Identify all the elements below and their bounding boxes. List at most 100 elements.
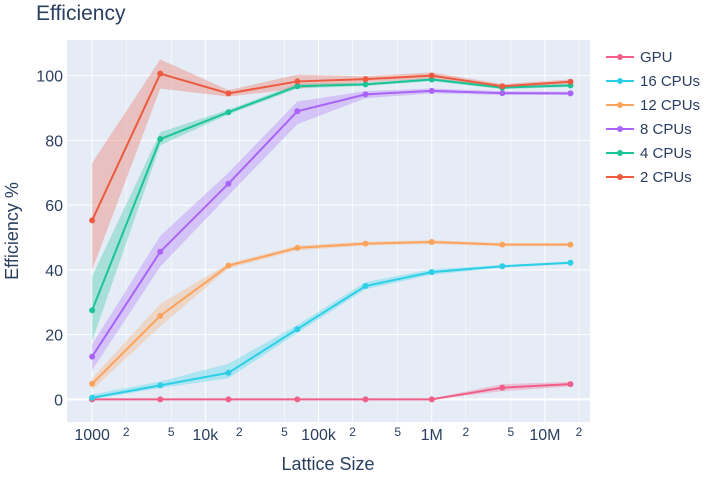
point-8 CPUs: [428, 87, 435, 94]
point-GPU: [225, 396, 232, 403]
legend-item[interactable]: GPU: [606, 49, 673, 66]
y-tick-label: 100: [36, 69, 63, 86]
y-tick-label: 0: [54, 392, 63, 409]
legend-marker: [617, 78, 623, 84]
point-4 CPUs: [157, 136, 164, 143]
x-tick-label: 2: [462, 425, 469, 439]
legend-label: 2 CPUs: [640, 169, 692, 186]
point-2 CPUs: [225, 90, 232, 97]
point-16 CPUs: [157, 382, 164, 389]
point-8 CPUs: [89, 353, 96, 360]
point-12 CPUs: [89, 380, 96, 387]
legend-item[interactable]: 2 CPUs: [606, 169, 692, 186]
x-tick-label: 1000: [74, 427, 110, 444]
point-8 CPUs: [362, 91, 369, 98]
legend-item[interactable]: 8 CPUs: [606, 121, 692, 138]
legend-marker: [617, 102, 623, 108]
x-tick-label: 5: [168, 425, 175, 439]
point-16 CPUs: [567, 259, 574, 266]
legend-marker: [617, 150, 623, 156]
line-12 CPUs: [91, 241, 571, 385]
line-GPU: [92, 383, 571, 401]
y-tick-label: 20: [45, 328, 63, 345]
legend-label: 4 CPUs: [640, 145, 692, 162]
x-axis-ticks: 1000 2 5 10k 2 5 100k 2 5 1M 2 5 10M 2: [74, 425, 582, 444]
x-tick-label: 2: [236, 425, 243, 439]
band-GPU: [92, 381, 571, 400]
point-GPU: [499, 384, 506, 391]
legend[interactable]: GPU 16 CPUs 12 CPUs 8 CPUs 4 CPUs 2 CPUs: [606, 49, 700, 186]
point-2 CPUs: [499, 83, 506, 90]
point-12 CPUs: [567, 241, 574, 248]
point-16 CPUs: [89, 394, 96, 401]
legend-label: GPU: [640, 49, 673, 66]
legend-item[interactable]: 4 CPUs: [606, 145, 692, 162]
x-tick-label: 1M: [421, 427, 443, 444]
series-lines: [91, 72, 571, 401]
point-2 CPUs: [362, 76, 369, 83]
x-axis-title: Lattice Size: [281, 454, 374, 474]
line-16 CPUs: [91, 261, 571, 399]
point-4 CPUs: [294, 83, 301, 90]
point-12 CPUs: [428, 239, 435, 246]
legend-marker: [617, 174, 623, 180]
y-axis-ticks: 0 20 40 60 80 100: [36, 69, 63, 410]
x-tick-label: 2: [349, 425, 356, 439]
point-12 CPUs: [225, 262, 232, 269]
point-2 CPUs: [294, 78, 301, 85]
x-tick-label: 100k: [301, 427, 337, 444]
grid-lines: [67, 40, 590, 422]
point-16 CPUs: [225, 369, 232, 376]
point-8 CPUs: [157, 248, 164, 255]
point-16 CPUs: [362, 283, 369, 290]
band-16 CPUs: [92, 261, 571, 400]
line-4 CPUs: [91, 78, 571, 311]
point-GPU: [362, 396, 369, 403]
point-GPU: [428, 396, 435, 403]
point-12 CPUs: [157, 312, 164, 319]
point-8 CPUs: [225, 180, 232, 187]
x-tick-label: 10k: [192, 427, 219, 444]
point-2 CPUs: [157, 70, 164, 77]
point-4 CPUs: [225, 109, 232, 116]
point-GPU: [157, 396, 164, 403]
point-12 CPUs: [294, 244, 301, 251]
point-4 CPUs: [89, 307, 96, 314]
legend-marker: [617, 54, 623, 60]
y-axis-title: Efficiency %: [2, 182, 22, 280]
legend-label: 12 CPUs: [640, 97, 700, 114]
point-16 CPUs: [428, 269, 435, 276]
y-tick-label: 40: [45, 263, 63, 280]
legend-label: 8 CPUs: [640, 121, 692, 138]
x-tick-label: 5: [394, 425, 401, 439]
legend-item[interactable]: 12 CPUs: [606, 97, 700, 114]
x-tick-label: 2: [576, 425, 583, 439]
series-points: [89, 70, 574, 403]
point-2 CPUs: [567, 78, 574, 85]
point-16 CPUs: [294, 326, 301, 333]
point-2 CPUs: [89, 217, 96, 224]
point-8 CPUs: [567, 90, 574, 97]
point-16 CPUs: [499, 263, 506, 270]
x-tick-label: 5: [281, 425, 288, 439]
x-tick-label: 5: [508, 425, 515, 439]
point-GPU: [294, 396, 301, 403]
point-GPU: [567, 381, 574, 388]
legend-label: 16 CPUs: [640, 73, 700, 90]
point-4 CPUs: [362, 81, 369, 88]
x-tick-label: 2: [123, 425, 130, 439]
line-2 CPUs: [91, 72, 571, 221]
y-tick-label: 60: [45, 198, 63, 215]
legend-item[interactable]: 16 CPUs: [606, 73, 700, 90]
y-tick-label: 80: [45, 133, 63, 150]
point-12 CPUs: [362, 240, 369, 247]
x-tick-label: 10M: [529, 427, 560, 444]
chart-title: Efficiency: [36, 2, 126, 25]
legend-marker: [617, 126, 623, 132]
point-12 CPUs: [499, 241, 506, 248]
point-8 CPUs: [294, 108, 301, 115]
point-2 CPUs: [428, 72, 435, 79]
line-8 CPUs: [91, 89, 571, 358]
band-8 CPUs: [92, 88, 571, 371]
